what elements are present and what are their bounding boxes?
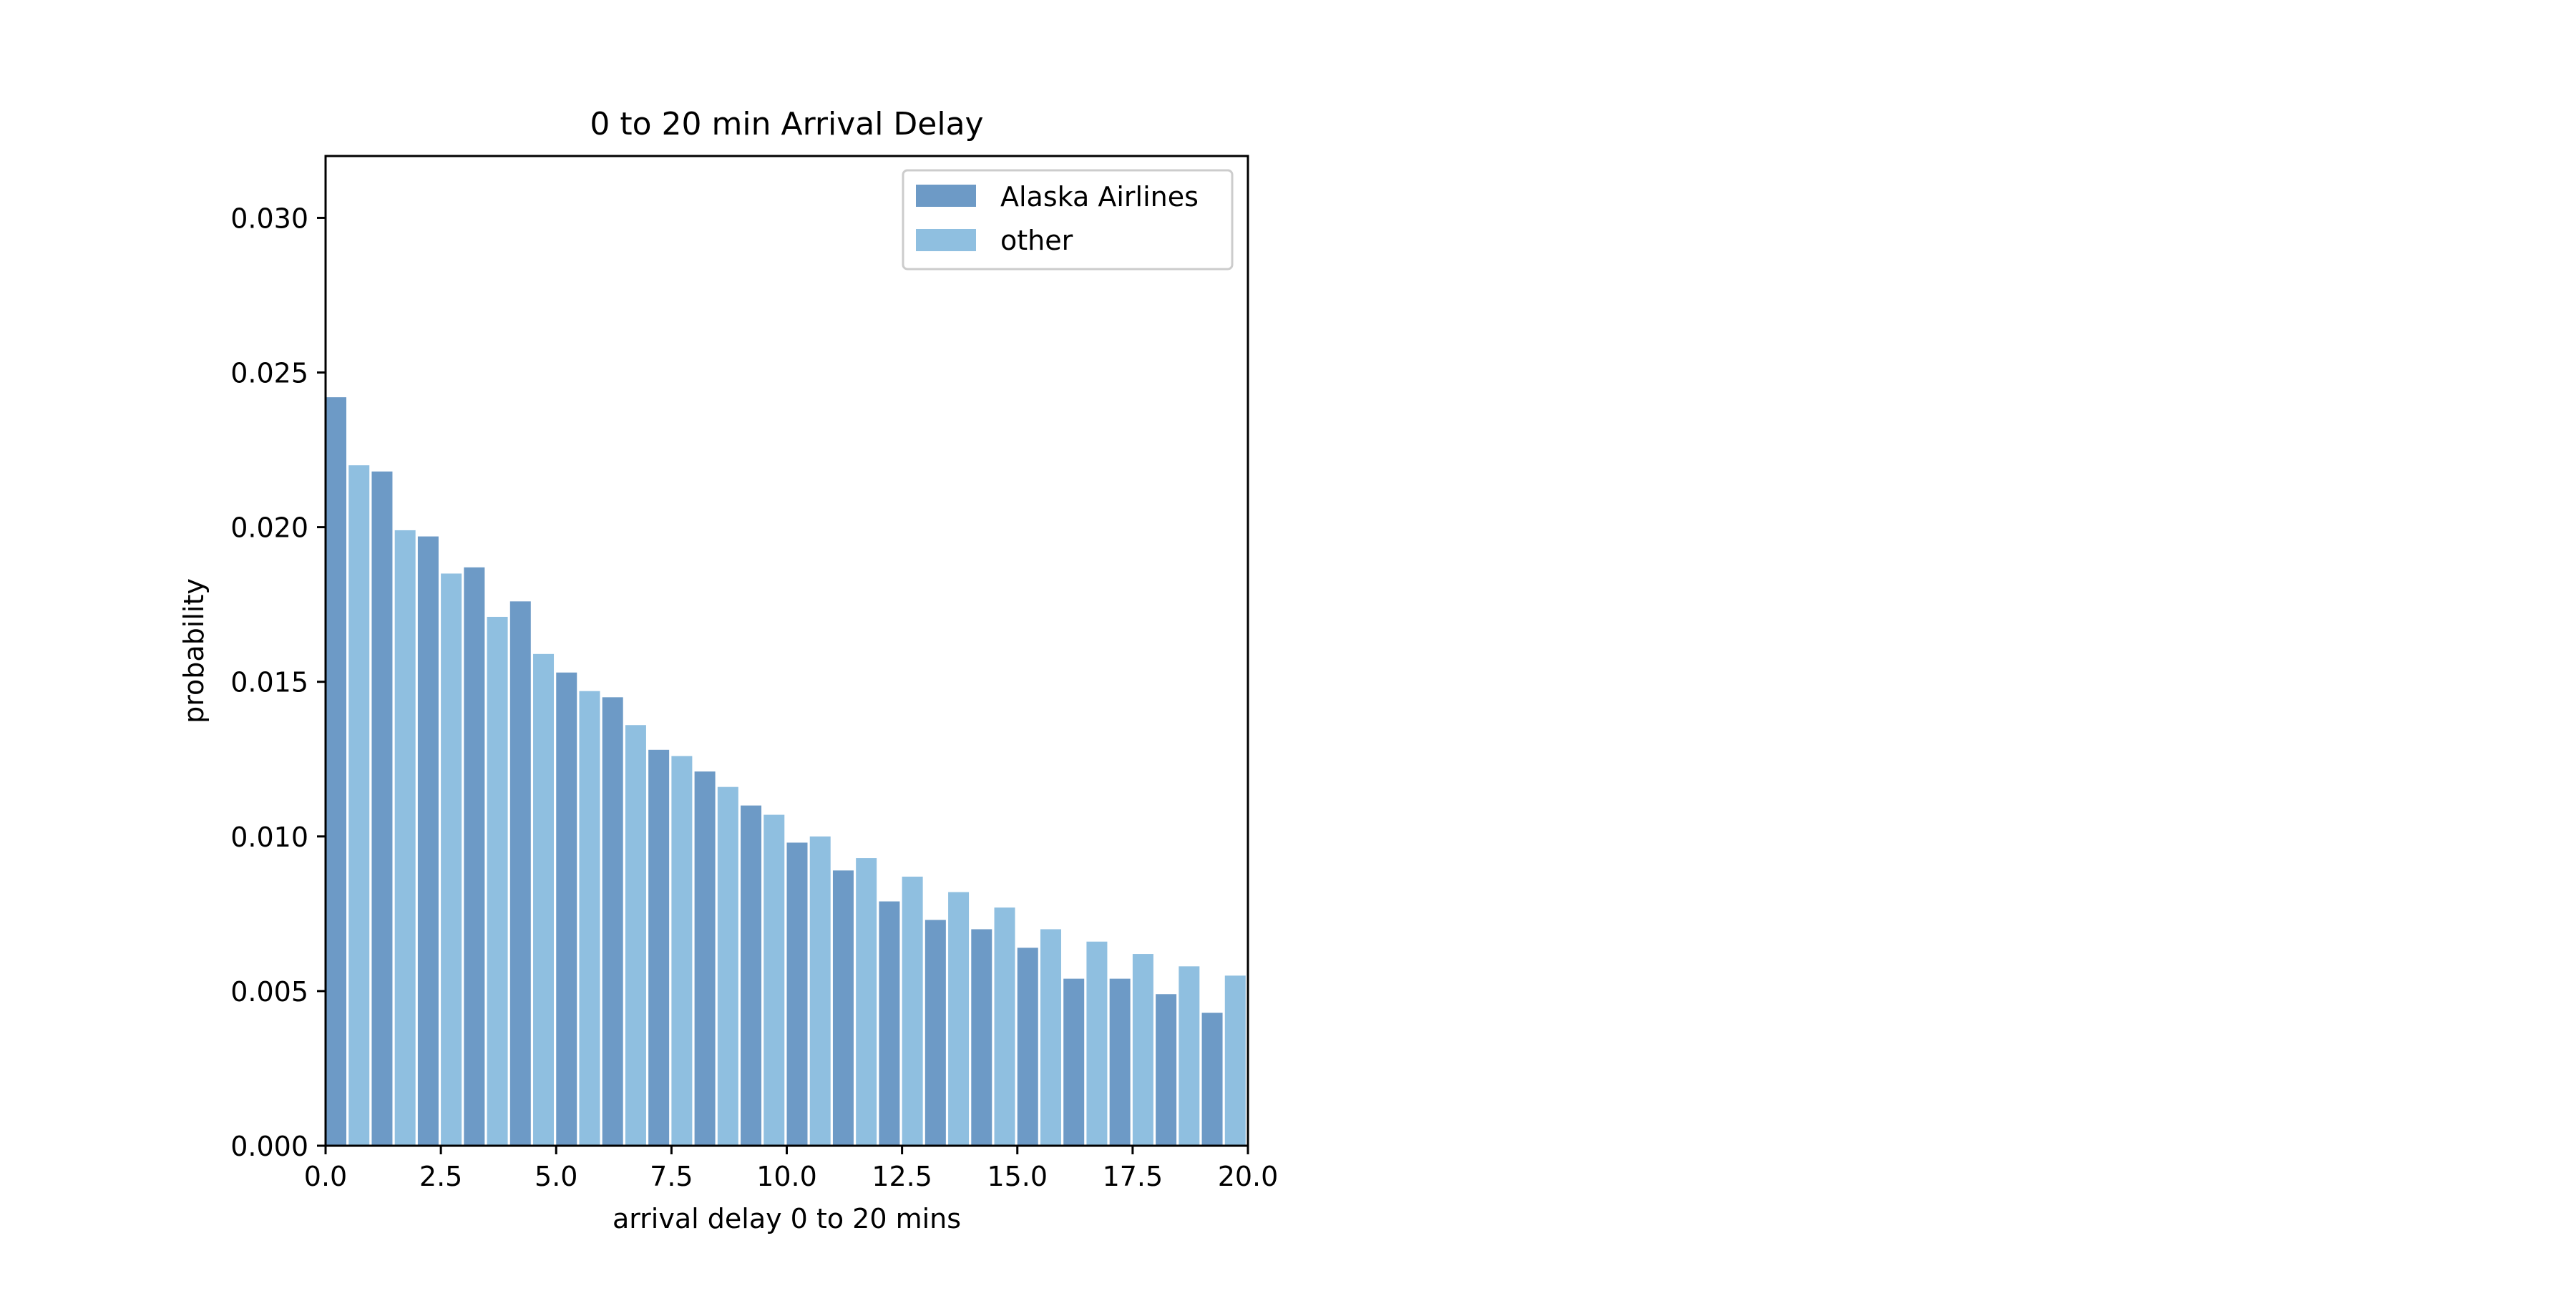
y-tick-label-2: 0.010 bbox=[230, 822, 308, 853]
y-tick-label-0: 0.000 bbox=[230, 1131, 308, 1162]
bar-alaska-airlines-8 bbox=[694, 771, 716, 1146]
bar-alaska-airlines-3 bbox=[464, 567, 485, 1146]
legend-label-other: other bbox=[1000, 225, 1073, 256]
bar-alaska-airlines-7 bbox=[648, 749, 670, 1146]
bar-other-19 bbox=[1224, 975, 1246, 1146]
bar-alaska-airlines-19 bbox=[1201, 1013, 1223, 1146]
legend-swatch-other bbox=[916, 229, 976, 251]
y-axis-label: probability bbox=[178, 578, 210, 724]
bar-other-9 bbox=[763, 814, 785, 1146]
bar-other-18 bbox=[1179, 966, 1200, 1146]
bar-alaska-airlines-14 bbox=[971, 929, 992, 1146]
y-tick-label-1: 0.005 bbox=[230, 976, 308, 1008]
bar-alaska-airlines-18 bbox=[1156, 994, 1177, 1146]
bar-other-8 bbox=[717, 786, 738, 1146]
bar-other-4 bbox=[533, 653, 555, 1146]
bar-other-0 bbox=[348, 465, 370, 1146]
x-tick-label-7: 17.5 bbox=[1103, 1161, 1163, 1192]
bar-other-1 bbox=[394, 530, 416, 1146]
y-tick-label-4: 0.020 bbox=[230, 512, 308, 544]
x-tick-label-2: 5.0 bbox=[535, 1161, 577, 1192]
legend: Alaska Airlines other bbox=[902, 169, 1234, 271]
x-tick-label-4: 10.0 bbox=[756, 1161, 817, 1192]
bar-alaska-airlines-6 bbox=[602, 697, 623, 1146]
bar-other-16 bbox=[1086, 941, 1108, 1146]
bar-alaska-airlines-4 bbox=[509, 601, 531, 1146]
bar-alaska-airlines-0 bbox=[326, 397, 347, 1146]
x-tick-label-6: 15.0 bbox=[987, 1161, 1048, 1192]
bar-other-13 bbox=[948, 892, 970, 1146]
bar-alaska-airlines-16 bbox=[1063, 978, 1085, 1146]
legend-swatch-alaska-airlines bbox=[916, 185, 976, 207]
bar-alaska-airlines-5 bbox=[556, 672, 577, 1146]
x-axis-ticks: 0.0 2.5 5.0 7.5 10.0 12.5 15.0 17.5 20.0 bbox=[304, 1146, 1279, 1192]
y-tick-label-3: 0.015 bbox=[230, 667, 308, 698]
x-tick-label-8: 20.0 bbox=[1218, 1161, 1279, 1192]
bars-layer bbox=[326, 397, 1246, 1146]
bar-alaska-airlines-9 bbox=[741, 805, 762, 1146]
bar-alaska-airlines-17 bbox=[1109, 978, 1131, 1146]
bar-alaska-airlines-15 bbox=[1017, 947, 1038, 1146]
bar-other-6 bbox=[625, 725, 646, 1146]
x-tick-label-3: 7.5 bbox=[650, 1161, 693, 1192]
y-tick-label-5: 0.025 bbox=[230, 358, 308, 389]
chart-title: 0 to 20 min Arrival Delay bbox=[590, 106, 983, 142]
bar-other-7 bbox=[671, 756, 693, 1146]
y-axis-ticks: 0.000 0.005 0.010 0.015 0.020 0.025 0.030 bbox=[230, 203, 326, 1162]
legend-box bbox=[902, 169, 1234, 271]
bar-alaska-airlines-10 bbox=[786, 842, 808, 1146]
bar-other-2 bbox=[441, 573, 462, 1146]
bar-other-17 bbox=[1132, 954, 1153, 1146]
x-tick-label-1: 2.5 bbox=[419, 1161, 462, 1192]
bar-alaska-airlines-11 bbox=[832, 870, 854, 1146]
legend-label-alaska-airlines: Alaska Airlines bbox=[1000, 181, 1199, 213]
bar-alaska-airlines-1 bbox=[371, 471, 393, 1146]
x-axis-label: arrival delay 0 to 20 mins bbox=[613, 1203, 961, 1234]
bar-other-14 bbox=[994, 907, 1015, 1146]
bar-other-12 bbox=[902, 876, 923, 1146]
bar-alaska-airlines-12 bbox=[879, 901, 900, 1146]
bar-other-15 bbox=[1040, 929, 1061, 1146]
x-tick-label-0: 0.0 bbox=[304, 1161, 347, 1192]
bar-other-5 bbox=[579, 691, 600, 1146]
bar-other-11 bbox=[856, 858, 877, 1146]
bar-alaska-airlines-13 bbox=[924, 920, 946, 1146]
bar-other-3 bbox=[487, 616, 508, 1146]
x-tick-label-5: 12.5 bbox=[872, 1161, 932, 1192]
bar-alaska-airlines-2 bbox=[417, 536, 439, 1146]
bar-other-10 bbox=[809, 836, 831, 1146]
y-tick-label-6: 0.030 bbox=[230, 203, 308, 234]
